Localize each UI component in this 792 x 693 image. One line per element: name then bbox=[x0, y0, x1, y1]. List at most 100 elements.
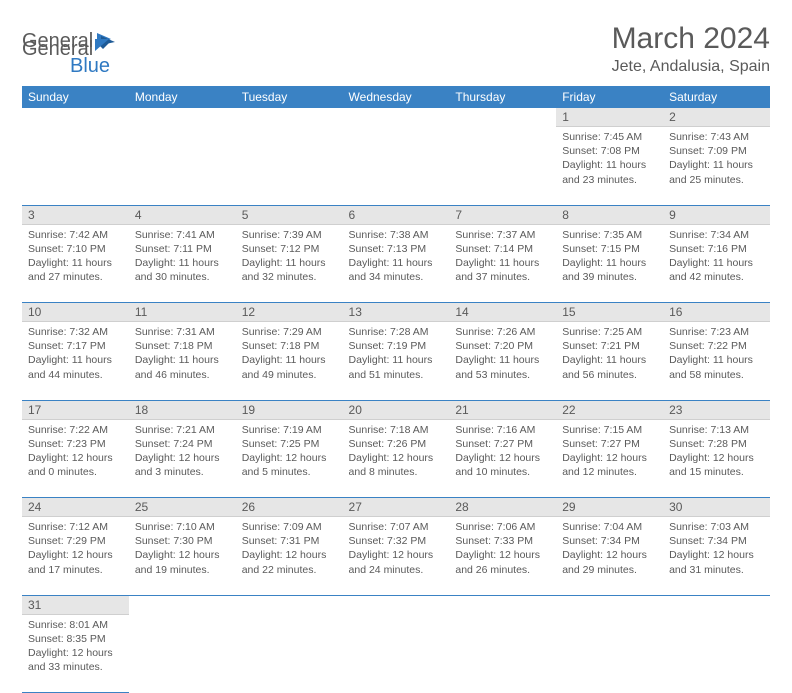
day-cell: Sunrise: 7:03 AMSunset: 7:34 PMDaylight:… bbox=[663, 517, 770, 595]
day-content: Sunrise: 7:32 AMSunset: 7:17 PMDaylight:… bbox=[22, 322, 129, 388]
daynum-cell: 3 bbox=[22, 205, 129, 225]
day-content: Sunrise: 7:19 AMSunset: 7:25 PMDaylight:… bbox=[236, 420, 343, 486]
week-row: Sunrise: 7:42 AMSunset: 7:10 PMDaylight:… bbox=[22, 225, 770, 303]
day-number: 18 bbox=[129, 401, 236, 420]
daynum-cell: 1 bbox=[556, 108, 663, 127]
day-content: Sunrise: 7:39 AMSunset: 7:12 PMDaylight:… bbox=[236, 225, 343, 291]
day-cell: Sunrise: 7:25 AMSunset: 7:21 PMDaylight:… bbox=[556, 322, 663, 400]
weekday-header: Tuesday bbox=[236, 86, 343, 108]
day-content: Sunrise: 8:01 AMSunset: 8:35 PMDaylight:… bbox=[22, 615, 129, 681]
daynum-cell: 17 bbox=[22, 400, 129, 420]
daynum-cell bbox=[22, 108, 129, 127]
daynum-cell bbox=[343, 108, 450, 127]
daynum-cell: 16 bbox=[663, 303, 770, 323]
day-number: 11 bbox=[129, 303, 236, 322]
daynum-cell: 25 bbox=[129, 498, 236, 518]
day-number: 23 bbox=[663, 401, 770, 420]
day-cell: Sunrise: 7:28 AMSunset: 7:19 PMDaylight:… bbox=[343, 322, 450, 400]
day-number: 25 bbox=[129, 498, 236, 517]
day-number: 29 bbox=[556, 498, 663, 517]
day-cell bbox=[129, 615, 236, 693]
daynum-cell: 28 bbox=[449, 498, 556, 518]
day-number: 26 bbox=[236, 498, 343, 517]
day-number: 27 bbox=[343, 498, 450, 517]
weekday-header: Sunday bbox=[22, 86, 129, 108]
day-content: Sunrise: 7:10 AMSunset: 7:30 PMDaylight:… bbox=[129, 517, 236, 583]
daynum-cell: 10 bbox=[22, 303, 129, 323]
calendar-body: 12Sunrise: 7:45 AMSunset: 7:08 PMDayligh… bbox=[22, 108, 770, 693]
calendar-table: Sunday Monday Tuesday Wednesday Thursday… bbox=[22, 86, 770, 693]
weekday-header-row: Sunday Monday Tuesday Wednesday Thursday… bbox=[22, 86, 770, 108]
daynum-row: 3456789 bbox=[22, 205, 770, 225]
day-cell: Sunrise: 7:26 AMSunset: 7:20 PMDaylight:… bbox=[449, 322, 556, 400]
day-cell: Sunrise: 7:10 AMSunset: 7:30 PMDaylight:… bbox=[129, 517, 236, 595]
weekday-header: Monday bbox=[129, 86, 236, 108]
day-number: 30 bbox=[663, 498, 770, 517]
day-cell: Sunrise: 7:31 AMSunset: 7:18 PMDaylight:… bbox=[129, 322, 236, 400]
day-cell: Sunrise: 7:32 AMSunset: 7:17 PMDaylight:… bbox=[22, 322, 129, 400]
day-cell bbox=[663, 615, 770, 693]
daynum-cell: 6 bbox=[343, 205, 450, 225]
day-cell: Sunrise: 7:37 AMSunset: 7:14 PMDaylight:… bbox=[449, 225, 556, 303]
daynum-cell: 23 bbox=[663, 400, 770, 420]
daynum-cell: 7 bbox=[449, 205, 556, 225]
day-cell bbox=[236, 127, 343, 205]
day-content: Sunrise: 7:28 AMSunset: 7:19 PMDaylight:… bbox=[343, 322, 450, 388]
weekday-header: Thursday bbox=[449, 86, 556, 108]
daynum-cell: 9 bbox=[663, 205, 770, 225]
daynum-cell: 24 bbox=[22, 498, 129, 518]
daynum-cell bbox=[129, 108, 236, 127]
day-number: 15 bbox=[556, 303, 663, 322]
day-content: Sunrise: 7:37 AMSunset: 7:14 PMDaylight:… bbox=[449, 225, 556, 291]
daynum-row: 17181920212223 bbox=[22, 400, 770, 420]
daynum-cell: 4 bbox=[129, 205, 236, 225]
day-content: Sunrise: 7:29 AMSunset: 7:18 PMDaylight:… bbox=[236, 322, 343, 388]
day-number: 4 bbox=[129, 206, 236, 225]
day-cell: Sunrise: 7:42 AMSunset: 7:10 PMDaylight:… bbox=[22, 225, 129, 303]
day-number: 10 bbox=[22, 303, 129, 322]
day-content: Sunrise: 7:35 AMSunset: 7:15 PMDaylight:… bbox=[556, 225, 663, 291]
month-title: March 2024 bbox=[612, 22, 770, 56]
daynum-row: 10111213141516 bbox=[22, 303, 770, 323]
logo-stack: General Blue bbox=[22, 30, 117, 84]
day-cell: Sunrise: 8:01 AMSunset: 8:35 PMDaylight:… bbox=[22, 615, 129, 693]
day-number: 7 bbox=[449, 206, 556, 225]
daynum-cell bbox=[449, 108, 556, 127]
daynum-cell bbox=[236, 108, 343, 127]
day-cell bbox=[449, 615, 556, 693]
day-number: 22 bbox=[556, 401, 663, 420]
day-number: 9 bbox=[663, 206, 770, 225]
week-row: Sunrise: 7:22 AMSunset: 7:23 PMDaylight:… bbox=[22, 420, 770, 498]
daynum-cell: 21 bbox=[449, 400, 556, 420]
day-number: 8 bbox=[556, 206, 663, 225]
day-cell: Sunrise: 7:19 AMSunset: 7:25 PMDaylight:… bbox=[236, 420, 343, 498]
day-content: Sunrise: 7:41 AMSunset: 7:11 PMDaylight:… bbox=[129, 225, 236, 291]
daynum-row: 24252627282930 bbox=[22, 498, 770, 518]
day-content: Sunrise: 7:21 AMSunset: 7:24 PMDaylight:… bbox=[129, 420, 236, 486]
day-content: Sunrise: 7:03 AMSunset: 7:34 PMDaylight:… bbox=[663, 517, 770, 583]
day-cell: Sunrise: 7:41 AMSunset: 7:11 PMDaylight:… bbox=[129, 225, 236, 303]
day-cell: Sunrise: 7:18 AMSunset: 7:26 PMDaylight:… bbox=[343, 420, 450, 498]
daynum-cell: 14 bbox=[449, 303, 556, 323]
daynum-cell: 2 bbox=[663, 108, 770, 127]
day-content: Sunrise: 7:38 AMSunset: 7:13 PMDaylight:… bbox=[343, 225, 450, 291]
day-cell: Sunrise: 7:21 AMSunset: 7:24 PMDaylight:… bbox=[129, 420, 236, 498]
day-content: Sunrise: 7:45 AMSunset: 7:08 PMDaylight:… bbox=[556, 127, 663, 193]
day-number: 2 bbox=[663, 108, 770, 127]
weekday-header: Saturday bbox=[663, 86, 770, 108]
daynum-cell: 5 bbox=[236, 205, 343, 225]
day-cell bbox=[129, 127, 236, 205]
weekday-header: Wednesday bbox=[343, 86, 450, 108]
day-number: 20 bbox=[343, 401, 450, 420]
daynum-cell: 11 bbox=[129, 303, 236, 323]
day-number: 24 bbox=[22, 498, 129, 517]
day-content: Sunrise: 7:31 AMSunset: 7:18 PMDaylight:… bbox=[129, 322, 236, 388]
day-content: Sunrise: 7:25 AMSunset: 7:21 PMDaylight:… bbox=[556, 322, 663, 388]
day-content: Sunrise: 7:22 AMSunset: 7:23 PMDaylight:… bbox=[22, 420, 129, 486]
daynum-cell: 27 bbox=[343, 498, 450, 518]
day-cell bbox=[236, 615, 343, 693]
daynum-cell: 26 bbox=[236, 498, 343, 518]
day-cell: Sunrise: 7:07 AMSunset: 7:32 PMDaylight:… bbox=[343, 517, 450, 595]
day-number: 17 bbox=[22, 401, 129, 420]
week-row: Sunrise: 7:32 AMSunset: 7:17 PMDaylight:… bbox=[22, 322, 770, 400]
